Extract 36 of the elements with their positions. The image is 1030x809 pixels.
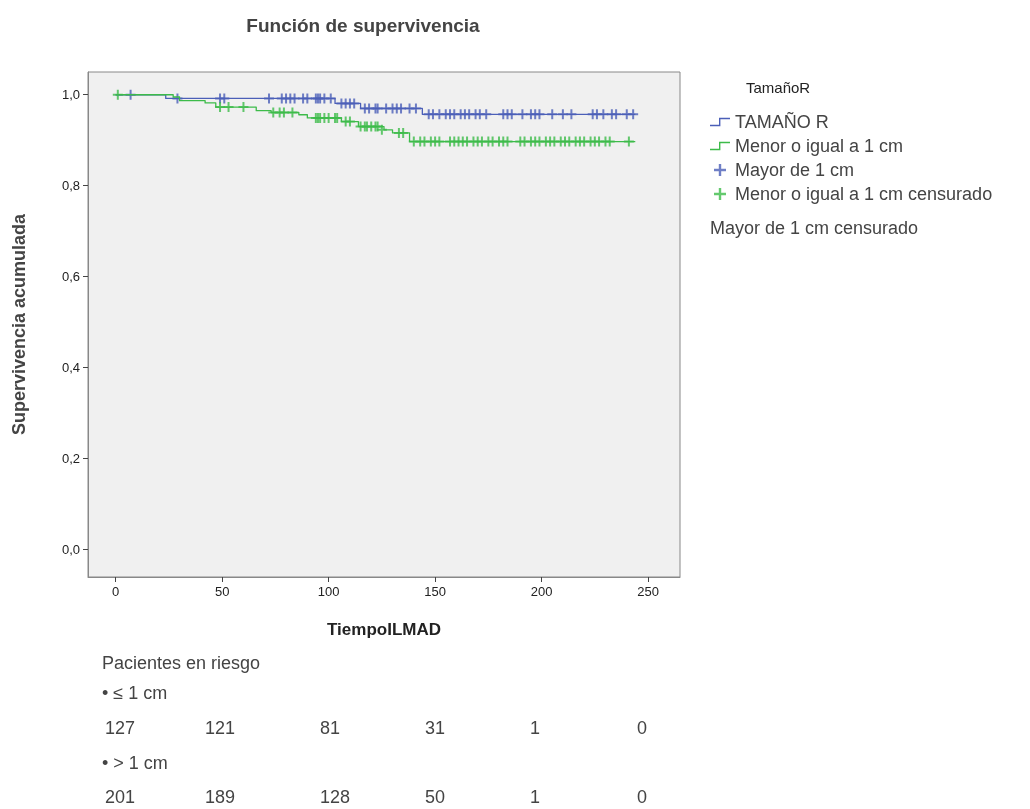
- y-tick-label: 0,6: [61, 269, 80, 285]
- text: 189: [205, 787, 236, 807]
- text: 0: [637, 718, 648, 738]
- text: 128: [320, 787, 351, 807]
- y-tick-label: 1,0: [61, 87, 80, 103]
- y-tick-label: 0,8: [61, 178, 80, 194]
- text: 201: [105, 787, 136, 807]
- x-tick-label: 150: [424, 584, 446, 599]
- text: 50: [425, 787, 446, 807]
- x-tick-label: 50: [214, 584, 230, 599]
- x-axis-title: TiempoILMAD: [327, 620, 441, 639]
- text: 31: [425, 718, 446, 738]
- y-axis-title: Supervivencia acumulada: [9, 212, 29, 436]
- text: • > 1 cm: [102, 753, 168, 773]
- x-tick-label: 200: [530, 584, 553, 599]
- x-tick-label: 0: [112, 584, 120, 599]
- text: Mayor de 1 cm censurado: [710, 218, 919, 238]
- y-tick-label: 0,4: [61, 360, 80, 376]
- x-tick-label: 250: [637, 584, 659, 599]
- text: • ≤ 1 cm: [102, 683, 168, 703]
- text: 81: [320, 718, 341, 738]
- legend-label: Mayor de 1 cm: [735, 160, 855, 180]
- text: 121: [205, 718, 236, 738]
- y-tick-label: 0,2: [61, 451, 80, 467]
- text: 0: [637, 787, 648, 807]
- legend-label: TAMAÑO R: [735, 111, 829, 132]
- legend-title: TamañoR: [746, 79, 811, 96]
- chart-title: Función de supervivencia: [246, 14, 481, 36]
- text: 1: [530, 787, 541, 807]
- text: Pacientes en riesgo: [102, 653, 261, 673]
- y-tick-label: 0,0: [61, 542, 80, 558]
- legend-label: Menor o igual a 1 cm censurado: [735, 184, 993, 204]
- legend-label: Menor o igual a 1 cm: [735, 136, 904, 156]
- x-tick-label: 100: [317, 584, 340, 599]
- text: 127: [105, 718, 136, 738]
- text: 1: [530, 718, 541, 738]
